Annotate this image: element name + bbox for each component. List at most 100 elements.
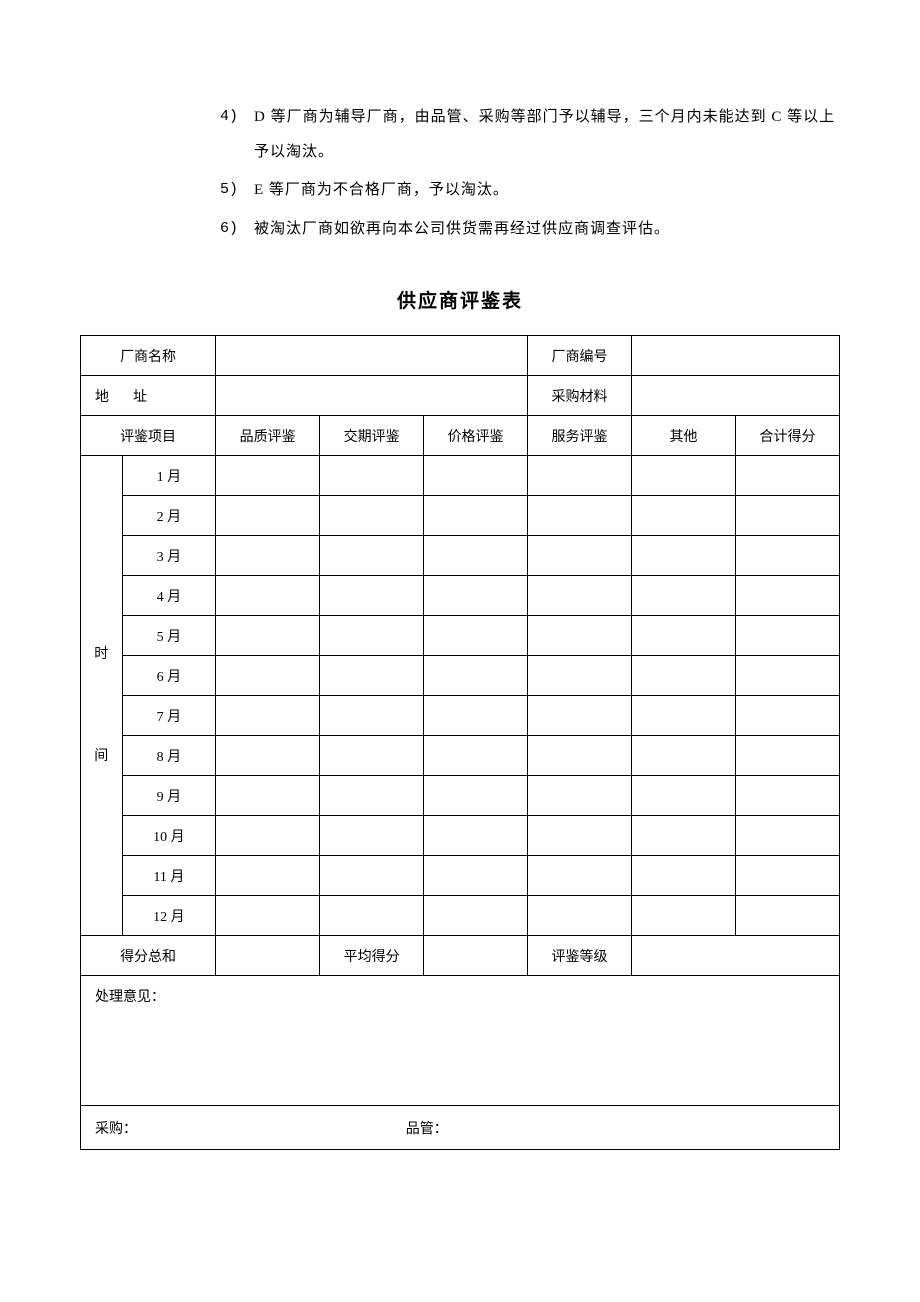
- total-label: 得分总和: [81, 936, 216, 976]
- cell: [632, 656, 736, 696]
- cell: [424, 896, 528, 936]
- cell: [632, 696, 736, 736]
- cell: [632, 456, 736, 496]
- time-label-top: 时: [81, 456, 123, 696]
- cell: [632, 816, 736, 856]
- month-label: 7 月: [122, 696, 216, 736]
- cell: [424, 536, 528, 576]
- month-row: 5 月: [81, 616, 840, 656]
- month-label: 8 月: [122, 736, 216, 776]
- cell: [424, 576, 528, 616]
- grade-value: [632, 936, 840, 976]
- cell: [528, 576, 632, 616]
- summary-row: 得分总和 平均得分 评鉴等级: [81, 936, 840, 976]
- cell: [735, 896, 839, 936]
- month-row: 11 月: [81, 856, 840, 896]
- cell: [216, 496, 320, 536]
- cell: [632, 896, 736, 936]
- avg-value: [424, 936, 528, 976]
- signature-row: 采购： 品管：: [81, 1106, 840, 1150]
- cell: [528, 496, 632, 536]
- note-item: 4) D 等厂商为辅导厂商，由品管、采购等部门予以辅导，三个月内未能达到 C 等…: [220, 100, 840, 169]
- cell: [528, 656, 632, 696]
- month-row: 4 月: [81, 576, 840, 616]
- material-value: [632, 376, 840, 416]
- cell: [216, 816, 320, 856]
- cell: [424, 496, 528, 536]
- vendor-code-value: [632, 336, 840, 376]
- cell: [216, 656, 320, 696]
- month-label: 5 月: [122, 616, 216, 656]
- month-row: 2 月: [81, 496, 840, 536]
- eval-item-label: 评鉴项目: [81, 416, 216, 456]
- cell: [735, 616, 839, 656]
- cell: [735, 776, 839, 816]
- address-label: 地址: [81, 376, 216, 416]
- month-row: 3 月: [81, 536, 840, 576]
- cell: [320, 656, 424, 696]
- time-label-bottom: 间: [81, 696, 123, 936]
- month-label: 2 月: [122, 496, 216, 536]
- month-label: 1 月: [122, 456, 216, 496]
- cell: [528, 696, 632, 736]
- cell: [632, 776, 736, 816]
- cell: [735, 496, 839, 536]
- cell: [632, 616, 736, 656]
- cell: [632, 856, 736, 896]
- cell: [735, 816, 839, 856]
- cell: [735, 536, 839, 576]
- cell: [320, 536, 424, 576]
- cell: [735, 696, 839, 736]
- cell: [632, 496, 736, 536]
- cell: [735, 576, 839, 616]
- col-total: 合计得分: [735, 416, 839, 456]
- month-row: 8 月: [81, 736, 840, 776]
- month-label: 10 月: [122, 816, 216, 856]
- cell: [320, 776, 424, 816]
- cell: [424, 736, 528, 776]
- month-label: 9 月: [122, 776, 216, 816]
- cell: [735, 656, 839, 696]
- cell: [216, 696, 320, 736]
- opinion-cell: 处理意见：: [81, 976, 840, 1106]
- cell: [320, 696, 424, 736]
- cell: [735, 856, 839, 896]
- cell: [424, 656, 528, 696]
- cell: [528, 896, 632, 936]
- cell: [528, 616, 632, 656]
- cell: [424, 776, 528, 816]
- cell: [216, 856, 320, 896]
- page-title: 供应商评鉴表: [80, 286, 840, 313]
- cell: [320, 736, 424, 776]
- cell: [320, 856, 424, 896]
- cell: [528, 776, 632, 816]
- cell: [424, 616, 528, 656]
- month-row: 12 月: [81, 896, 840, 936]
- cell: [528, 856, 632, 896]
- month-label: 4 月: [122, 576, 216, 616]
- cell: [528, 816, 632, 856]
- cell: [735, 456, 839, 496]
- note-item: 5) E 等厂商为不合格厂商，予以淘汰。: [220, 173, 840, 208]
- address-value: [216, 376, 528, 416]
- evaluation-table: 厂商名称 厂商编号 地址 采购材料 评鉴项目 品质评鉴 交期评鉴 价格评鉴 服务…: [80, 335, 840, 1150]
- col-other: 其他: [632, 416, 736, 456]
- cell: [632, 576, 736, 616]
- cell: [320, 496, 424, 536]
- grade-label: 评鉴等级: [528, 936, 632, 976]
- cell: [216, 536, 320, 576]
- month-row: 9 月: [81, 776, 840, 816]
- note-number: 4): [220, 100, 254, 169]
- cell: [528, 456, 632, 496]
- month-label: 6 月: [122, 656, 216, 696]
- cell: [216, 896, 320, 936]
- cell: [320, 896, 424, 936]
- cell: [735, 736, 839, 776]
- cell: [424, 456, 528, 496]
- col-price: 价格评鉴: [424, 416, 528, 456]
- col-service: 服务评鉴: [528, 416, 632, 456]
- vendor-name-value: [216, 336, 528, 376]
- cell: [216, 776, 320, 816]
- eval-header-row: 评鉴项目 品质评鉴 交期评鉴 价格评鉴 服务评鉴 其他 合计得分: [81, 416, 840, 456]
- vendor-name-label: 厂商名称: [81, 336, 216, 376]
